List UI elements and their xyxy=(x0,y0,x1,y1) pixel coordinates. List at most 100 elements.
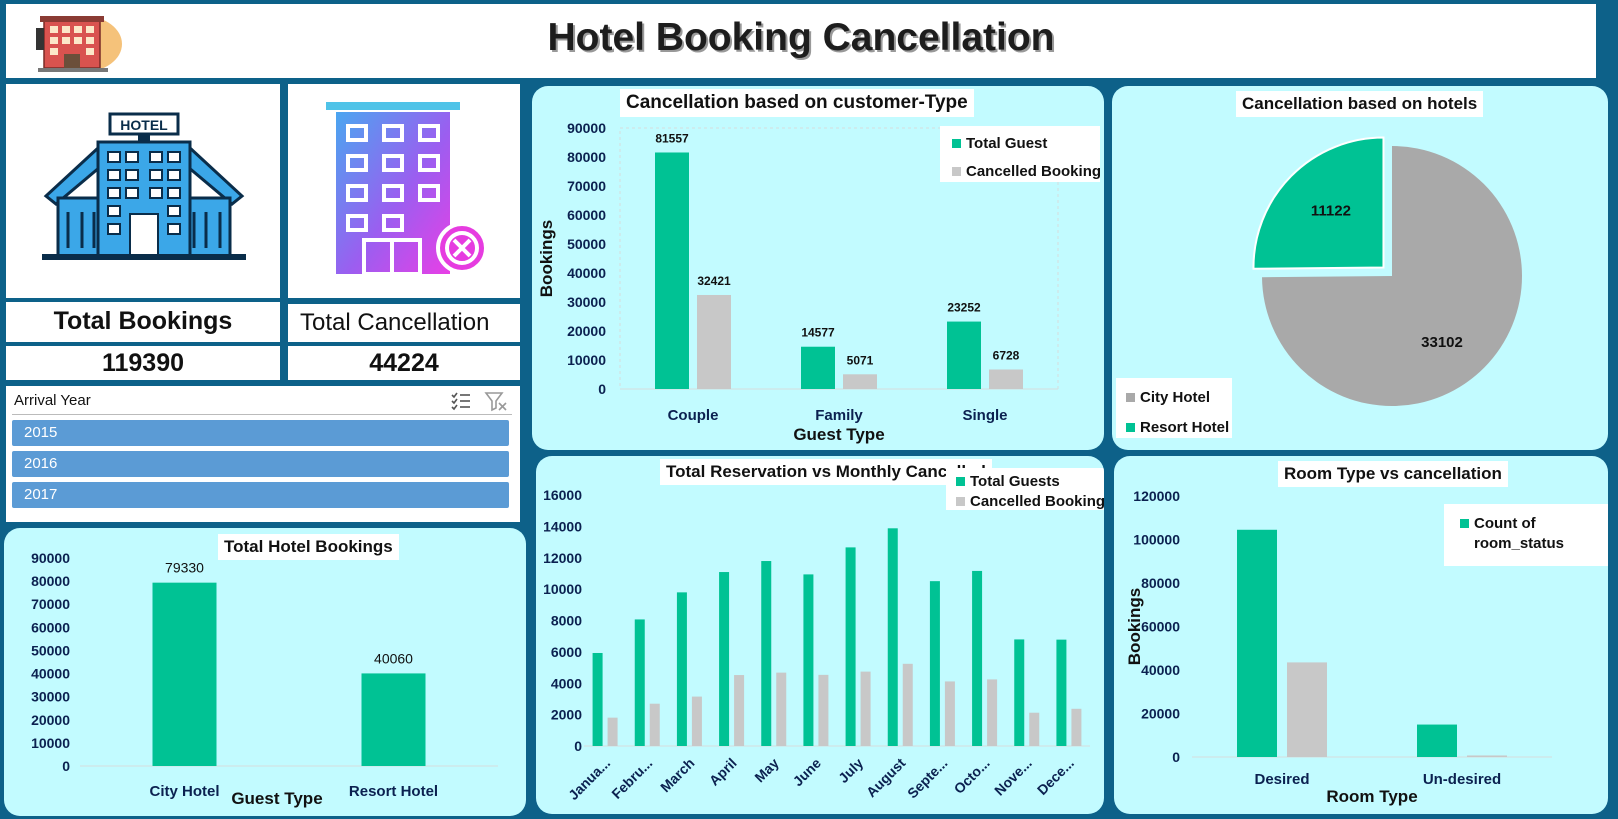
x-tick-label: Dece... xyxy=(1034,755,1077,798)
bar xyxy=(947,321,981,389)
legend-swatch xyxy=(952,139,961,148)
arrival-year-slicer: Arrival Year 2015 2016 2017 xyxy=(6,386,520,522)
x-tick-label: April xyxy=(706,755,740,789)
bar xyxy=(818,674,829,746)
x-tick-label: Single xyxy=(962,407,1007,424)
x-tick-label: Nove... xyxy=(991,755,1035,799)
hotel-logo-icon xyxy=(36,16,122,72)
data-label: 79330 xyxy=(165,560,204,576)
y-tick-label: 50000 xyxy=(567,236,606,252)
x-tick-label: Un-desired xyxy=(1423,771,1501,788)
total-bookings-value-box: 119390 xyxy=(6,346,280,380)
legend-box xyxy=(1116,378,1232,438)
bar xyxy=(1056,639,1067,746)
y-tick-label: 60000 xyxy=(31,619,70,635)
bar xyxy=(843,374,877,389)
legend-label: Count of xyxy=(1474,515,1537,532)
legend-label: Resort Hotel xyxy=(1140,419,1229,436)
bar xyxy=(649,703,660,746)
x-tick-label: July xyxy=(835,755,866,786)
slicer-divider xyxy=(12,414,512,415)
legend-swatch xyxy=(956,477,965,486)
y-tick-label: 10000 xyxy=(543,581,582,597)
bar xyxy=(761,561,772,746)
bar xyxy=(1417,724,1457,757)
legend-swatch xyxy=(952,167,961,176)
slicer-item-2017[interactable]: 2017 xyxy=(12,482,509,508)
bar xyxy=(655,152,689,389)
bar xyxy=(1014,639,1025,746)
bar xyxy=(691,696,702,746)
customer-type-chart: 0 10000 20000 30000 40000 50000 60000 70000 8000… xyxy=(537,120,1101,444)
legend-label: room_status xyxy=(1474,535,1564,552)
y-tick-label: 30000 xyxy=(31,689,70,705)
x-tick-label: Octo... xyxy=(951,755,993,797)
bar xyxy=(1467,755,1507,757)
y-tick-label: 80000 xyxy=(31,573,70,589)
room-type-chart-title: Room Type vs cancellation xyxy=(1278,461,1508,487)
y-tick-label: 30000 xyxy=(567,294,606,310)
total-bookings-label: Total Bookings xyxy=(53,307,233,335)
y-tick-label: 40000 xyxy=(567,265,606,281)
data-label: 11122 xyxy=(1311,202,1351,219)
y-tick-label: 2000 xyxy=(551,707,582,723)
y-tick-label: 20000 xyxy=(31,712,70,728)
bar xyxy=(1287,662,1327,757)
bar xyxy=(152,582,217,766)
y-tick-label: 0 xyxy=(1172,749,1180,765)
legend-label: Cancelled Bookings xyxy=(970,493,1104,510)
x-tick-label: Febru... xyxy=(608,755,655,802)
x-tick-label: March xyxy=(657,755,697,795)
clear-filter-icon[interactable] xyxy=(484,390,508,412)
customer-type-chart-title: Cancellation based on customer-Type xyxy=(620,89,974,117)
pie-slice xyxy=(1262,146,1522,406)
slicer-title: Arrival Year xyxy=(14,392,91,409)
x-tick-label: June xyxy=(790,755,825,790)
total-cancellation-value: 44224 xyxy=(369,349,439,377)
bar xyxy=(1029,712,1040,746)
y-tick-label: 4000 xyxy=(551,675,582,691)
data-label: 14577 xyxy=(801,326,835,340)
monthly-panel: Total Reservation vs Monthly Cancelled 0… xyxy=(536,456,1104,814)
hotel-building-icon: HOTEL xyxy=(42,112,246,260)
legend-swatch xyxy=(1460,519,1469,528)
y-tick-label: 40000 xyxy=(31,666,70,682)
bar xyxy=(634,619,645,746)
slicer-item-2016[interactable]: 2016 xyxy=(12,451,509,477)
legend-box xyxy=(946,468,1104,510)
legend-swatch xyxy=(956,497,965,506)
total-hotel-bookings-title: Total Hotel Bookings xyxy=(218,534,399,560)
slicer-item-2015[interactable]: 2015 xyxy=(12,420,509,446)
x-tick-label: City Hotel xyxy=(149,783,219,800)
data-label: 23252 xyxy=(947,301,981,315)
bar xyxy=(845,547,856,746)
bar xyxy=(801,346,835,389)
y-tick-label: 70000 xyxy=(31,596,70,612)
y-tick-label: 70000 xyxy=(567,178,606,194)
bar xyxy=(1237,529,1277,757)
data-label: 32421 xyxy=(697,274,731,288)
total-cancellation-label-box: Total Cancellation xyxy=(288,304,520,342)
bar xyxy=(592,652,603,746)
multi-select-icon[interactable] xyxy=(450,390,472,412)
x-axis-title: Room Type xyxy=(1326,787,1417,806)
svg-text:HOTEL: HOTEL xyxy=(120,117,168,133)
y-tick-label: 40000 xyxy=(1141,662,1180,678)
legend-label: Total Guest xyxy=(966,135,1047,152)
y-tick-label: 10000 xyxy=(567,352,606,368)
bar xyxy=(361,673,426,766)
bar xyxy=(860,671,871,746)
y-tick-label: 90000 xyxy=(567,120,606,136)
hotels-pie-panel: Cancellation based on hotels 11122 33102 C… xyxy=(1112,86,1608,450)
x-tick-label: Family xyxy=(815,407,863,424)
bar xyxy=(1071,708,1082,746)
hotels-pie-title: Cancellation based on hotels xyxy=(1236,91,1484,117)
data-label: 33102 xyxy=(1421,334,1463,351)
x-axis-title: Guest Type xyxy=(231,789,322,808)
hotel-cancel-icon xyxy=(326,102,488,276)
y-tick-label: 12000 xyxy=(543,550,582,566)
y-tick-label: 20000 xyxy=(567,323,606,339)
y-tick-label: 14000 xyxy=(543,518,582,534)
x-axis-title: Guest Type xyxy=(793,425,884,444)
total-cancellation-image-card xyxy=(288,84,520,298)
